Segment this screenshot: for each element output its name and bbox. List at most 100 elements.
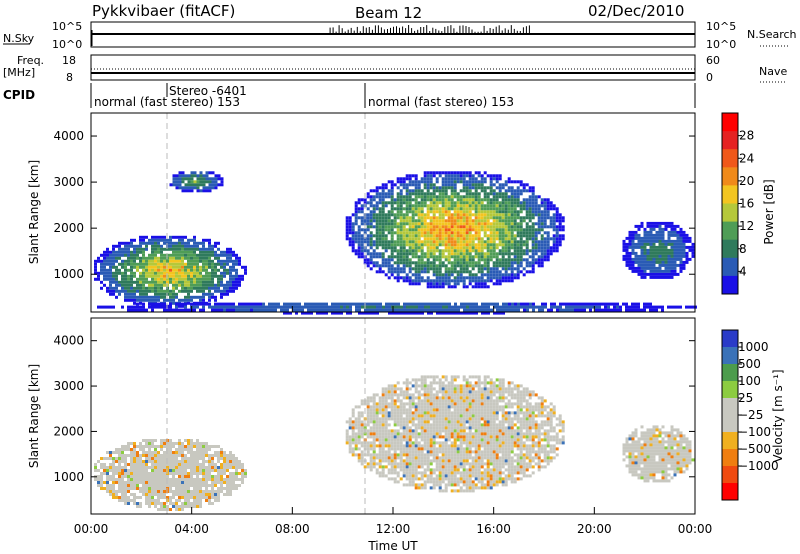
power-cell-2 xyxy=(471,267,475,271)
power-cell-0 xyxy=(223,253,226,257)
power-cell-2 xyxy=(483,279,487,283)
power-cell-2 xyxy=(432,186,436,190)
velocity-cell-0 xyxy=(133,463,136,466)
power-cell-2 xyxy=(402,225,406,229)
power-cell-4 xyxy=(574,302,577,306)
power-cell-4 xyxy=(268,308,271,312)
power-cell-2 xyxy=(441,264,445,268)
power-cell-3 xyxy=(664,260,668,264)
power-colorbar-tick-label-6: 28 xyxy=(739,129,754,143)
power-cell-2 xyxy=(513,261,517,265)
power-cell-2 xyxy=(420,177,424,181)
power-cell-0 xyxy=(154,277,157,281)
velocity-cell-0 xyxy=(112,493,115,496)
velocity-cell-0 xyxy=(211,484,214,487)
power-cell-2 xyxy=(519,264,523,268)
power-cell-2 xyxy=(363,201,367,205)
velocity-cell-1 xyxy=(387,429,391,433)
power-cell-2 xyxy=(420,243,424,247)
power-cell-2 xyxy=(504,195,508,199)
power-cell-4 xyxy=(595,308,598,312)
power-cell-4 xyxy=(163,305,166,309)
velocity-cell-0 xyxy=(196,442,199,445)
power-cell-4 xyxy=(583,308,586,312)
power-cell-3 xyxy=(667,272,671,276)
power-cell-2 xyxy=(504,276,508,280)
power-cell-0 xyxy=(166,268,169,272)
power-cell-2 xyxy=(417,210,421,214)
velocity-cell-1 xyxy=(360,414,364,418)
power-cell-2 xyxy=(468,219,472,223)
power-cell-2 xyxy=(546,246,550,250)
power-cell-0 xyxy=(142,253,145,257)
power-cell-2 xyxy=(507,201,511,205)
velocity-cell-0 xyxy=(184,472,187,475)
velocity-cell-0 xyxy=(193,442,196,445)
power-cell-2 xyxy=(468,192,472,196)
power-cell-3 xyxy=(649,251,653,255)
power-cell-2 xyxy=(480,237,484,241)
power-cell-1 xyxy=(214,183,218,187)
power-cell-0 xyxy=(142,283,145,287)
velocity-cell-1 xyxy=(366,462,370,466)
power-cell-3 xyxy=(658,275,662,279)
power-cell-4 xyxy=(502,308,505,312)
power-cell-0 xyxy=(169,271,172,275)
power-cell-2 xyxy=(510,216,514,220)
velocity-cell-0 xyxy=(103,487,106,490)
velocity-cell-0 xyxy=(235,484,238,487)
power-cell-2 xyxy=(471,180,475,184)
power-cell-2 xyxy=(432,246,436,250)
power-cell-4 xyxy=(448,302,451,306)
power-cell-2 xyxy=(378,198,382,202)
power-cell-3 xyxy=(631,269,635,273)
power-cell-2 xyxy=(396,234,400,238)
power-cell-0 xyxy=(205,247,208,251)
power-cell-4 xyxy=(652,308,655,312)
velocity-cell-1 xyxy=(381,429,385,433)
velocity-cell-0 xyxy=(133,475,136,478)
power-cell-2 xyxy=(519,210,523,214)
power-cell-2 xyxy=(438,189,442,193)
velocity-cell-0 xyxy=(184,463,187,466)
power-cell-2 xyxy=(498,270,502,274)
power-cell-2 xyxy=(417,201,421,205)
velocity-cell-1 xyxy=(390,411,394,415)
power-cell-1 xyxy=(184,177,188,181)
power-cell-2 xyxy=(402,246,406,250)
power-cell-2 xyxy=(441,249,445,253)
power-cell-2 xyxy=(426,198,430,202)
power-cell-2 xyxy=(504,261,508,265)
power-cell-2 xyxy=(378,225,382,229)
power-colorbar-swatch-1 xyxy=(722,131,738,150)
power-cell-0 xyxy=(172,256,175,260)
power-cell-0 xyxy=(220,292,223,296)
power-cell-2 xyxy=(480,207,484,211)
power-cell-4 xyxy=(679,305,682,309)
power-cell-2 xyxy=(546,210,550,214)
velocity-cell-1 xyxy=(378,465,382,469)
power-cell-2 xyxy=(480,282,484,286)
velocity-cell-0 xyxy=(166,505,169,508)
velocity-cell-0 xyxy=(145,493,148,496)
velocity-cell-0 xyxy=(118,451,121,454)
power-cell-0 xyxy=(196,271,199,275)
power-cell-0 xyxy=(163,238,166,242)
power-cell-4 xyxy=(571,305,574,309)
power-cell-4 xyxy=(121,305,124,309)
power-cell-3 xyxy=(622,248,626,252)
velocity-cell-0 xyxy=(199,481,202,484)
power-cell-2 xyxy=(384,192,388,196)
velocity-cell-1 xyxy=(375,432,379,436)
power-cell-2 xyxy=(549,222,553,226)
power-heatmap xyxy=(94,171,697,315)
velocity-cell-1 xyxy=(384,411,388,415)
power-cell-1 xyxy=(190,180,194,184)
velocity-cell-0 xyxy=(187,490,190,493)
power-cell-2 xyxy=(456,231,460,235)
velocity-cell-0 xyxy=(154,478,157,481)
power-cell-2 xyxy=(543,213,547,217)
velocity-cell-0 xyxy=(115,490,118,493)
velocity-cell-0 xyxy=(160,448,163,451)
power-cell-4 xyxy=(127,308,130,312)
